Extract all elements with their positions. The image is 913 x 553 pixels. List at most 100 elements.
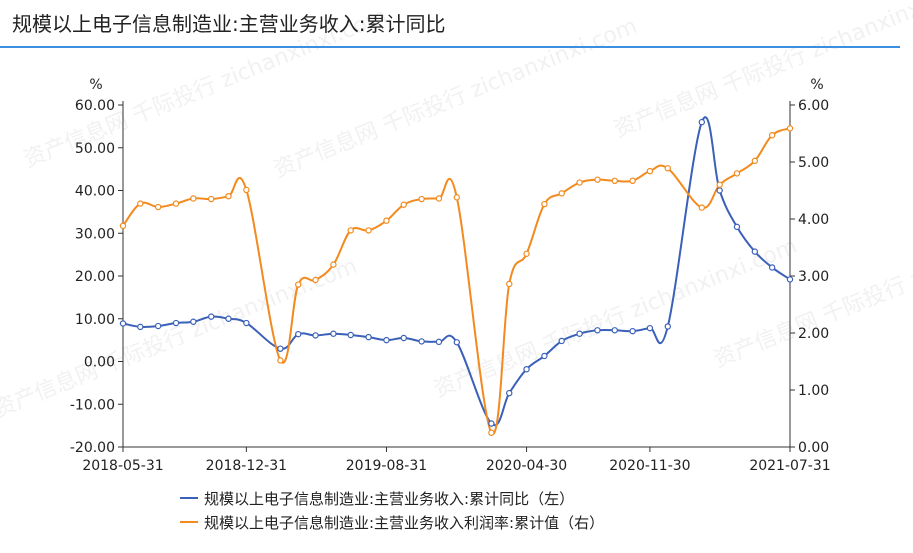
- data-point-right: [225, 192, 232, 200]
- data-point-left: [190, 318, 197, 325]
- data-point-right: [488, 429, 495, 436]
- data-point-right: [208, 195, 215, 203]
- data-point-left: [243, 319, 250, 327]
- data-point-right: [523, 250, 530, 257]
- x-tick-label: 2019-08-31: [346, 458, 427, 474]
- legend-label-left: 规模以上电子信息制造业:主营业务收入:累计同比（左）: [204, 489, 575, 508]
- legend-label-right: 规模以上电子信息制造业:主营业务收入利润率:累计值（右）: [204, 513, 605, 532]
- legend-item-left: 规模以上电子信息制造业:主营业务收入:累计同比（左）: [180, 486, 604, 510]
- data-point-left: [383, 336, 390, 344]
- data-point-left: [523, 365, 530, 373]
- data-point-right: [277, 357, 284, 364]
- y-left-tick-label: 30.00: [75, 226, 115, 242]
- data-point-left: [154, 322, 162, 330]
- y-left-tick-label: -10.00: [70, 397, 115, 413]
- y-left-tick-label: 20.00: [75, 269, 115, 285]
- data-point-left: [330, 330, 337, 337]
- data-point-right: [646, 167, 654, 175]
- data-point-left: [365, 333, 372, 341]
- y-right-tick-label: 0.00: [798, 440, 829, 456]
- data-point-right: [154, 203, 162, 211]
- y-left-tick-label: 50.00: [75, 141, 115, 157]
- data-point-left: [453, 339, 460, 346]
- data-point-left: [716, 187, 723, 194]
- legend: 规模以上电子信息制造业:主营业务收入:累计同比（左） 规模以上电子信息制造业:主…: [180, 486, 604, 534]
- x-tick-label: 2018-05-31: [82, 458, 163, 474]
- data-point-right: [418, 195, 425, 203]
- data-point-right: [365, 227, 372, 234]
- data-point-left: [506, 389, 513, 397]
- data-point-left: [418, 338, 425, 345]
- data-point-left: [277, 345, 284, 352]
- data-point-left: [733, 223, 741, 231]
- series-line-left: [122, 116, 791, 427]
- data-point-right: [698, 204, 705, 211]
- x-tick-label: 2020-11-30: [609, 458, 690, 474]
- data-point-right: [594, 176, 601, 183]
- y-right-tick-label: 4.00: [798, 212, 829, 228]
- data-point-left: [208, 313, 215, 320]
- y-left-tick-label: 40.00: [75, 184, 115, 200]
- data-point-right: [506, 280, 513, 288]
- data-point-left: [698, 118, 705, 126]
- y-left-tick-label: 60.00: [75, 98, 115, 114]
- data-point-right: [383, 217, 390, 224]
- data-point-right: [558, 190, 565, 197]
- y-right-tick-label: 1.00: [798, 383, 829, 399]
- data-point-right: [541, 200, 548, 208]
- data-point-right: [435, 195, 443, 202]
- data-point-left: [558, 337, 565, 345]
- data-point-left: [347, 331, 354, 339]
- data-point-right: [312, 276, 319, 284]
- y-left-tick-label: 0.00: [84, 355, 115, 371]
- y-right-tick-label: 2.00: [798, 326, 829, 342]
- legend-swatch-left: [180, 497, 198, 499]
- data-point-left: [488, 420, 495, 427]
- data-point-left: [611, 327, 618, 334]
- data-point-left: [312, 332, 319, 339]
- x-tick-label: 2018-12-31: [206, 458, 287, 474]
- data-point-left: [400, 334, 407, 342]
- data-point-right: [453, 194, 460, 201]
- y-left-tick-label: 10.00: [75, 312, 115, 328]
- y-axis-left-unit: %: [89, 77, 102, 93]
- x-tick-label: 2020-04-30: [486, 458, 567, 474]
- data-point-right: [190, 195, 197, 202]
- chart-title: 规模以上电子信息制造业:主营业务收入:累计同比: [12, 12, 446, 36]
- y-axis-right-unit: %: [810, 77, 823, 93]
- data-point-right: [733, 170, 741, 177]
- y-right-tick-label: 3.00: [798, 269, 829, 285]
- data-point-left: [768, 264, 776, 271]
- data-point-left: [137, 323, 144, 331]
- data-point-right: [786, 125, 794, 132]
- legend-swatch-right: [180, 521, 198, 523]
- data-point-left: [786, 276, 794, 283]
- y-right-tick-label: 5.00: [798, 155, 829, 171]
- data-point-left: [119, 320, 127, 327]
- data-point-right: [751, 157, 759, 165]
- data-point-left: [751, 248, 759, 255]
- data-point-right: [400, 201, 407, 208]
- data-point-right: [243, 186, 250, 194]
- data-point-left: [646, 324, 654, 332]
- y-left-tick-label: -20.00: [70, 440, 115, 456]
- data-point-right: [716, 181, 723, 188]
- series-line-right: [122, 127, 791, 435]
- data-point-right: [611, 177, 618, 185]
- data-point-left: [541, 352, 548, 360]
- data-point-right: [664, 165, 671, 172]
- data-point-left: [172, 319, 180, 327]
- data-point-left: [594, 327, 601, 334]
- y-right-tick-label: 6.00: [798, 98, 829, 114]
- data-point-left: [225, 315, 232, 322]
- data-point-right: [119, 222, 127, 230]
- data-point-left: [629, 327, 636, 335]
- data-point-right: [330, 261, 337, 268]
- data-point-right: [347, 227, 354, 234]
- title-underline: [0, 46, 900, 48]
- data-point-right: [137, 200, 144, 207]
- data-point-right: [172, 200, 180, 207]
- x-tick-label: 2021-07-31: [749, 458, 830, 474]
- data-point-left: [295, 330, 302, 338]
